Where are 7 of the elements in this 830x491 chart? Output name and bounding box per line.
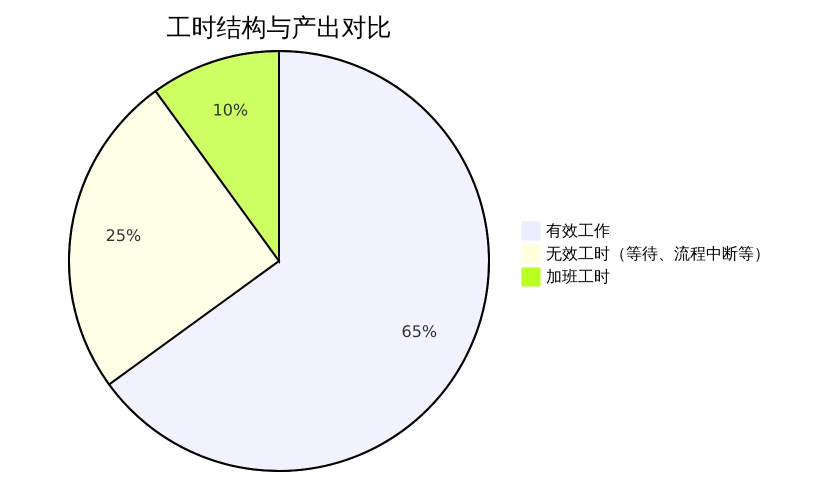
data-label: 65% <box>402 322 438 341</box>
legend-label: 加班工时 <box>546 267 610 286</box>
chart-title: 工时结构与产出对比 <box>166 13 392 42</box>
data-label: 25% <box>106 226 142 245</box>
legend-label: 无效工时（等待、流程中断等） <box>546 244 770 263</box>
data-label: 10% <box>212 100 248 120</box>
legend-label: 有效工作 <box>546 221 610 240</box>
